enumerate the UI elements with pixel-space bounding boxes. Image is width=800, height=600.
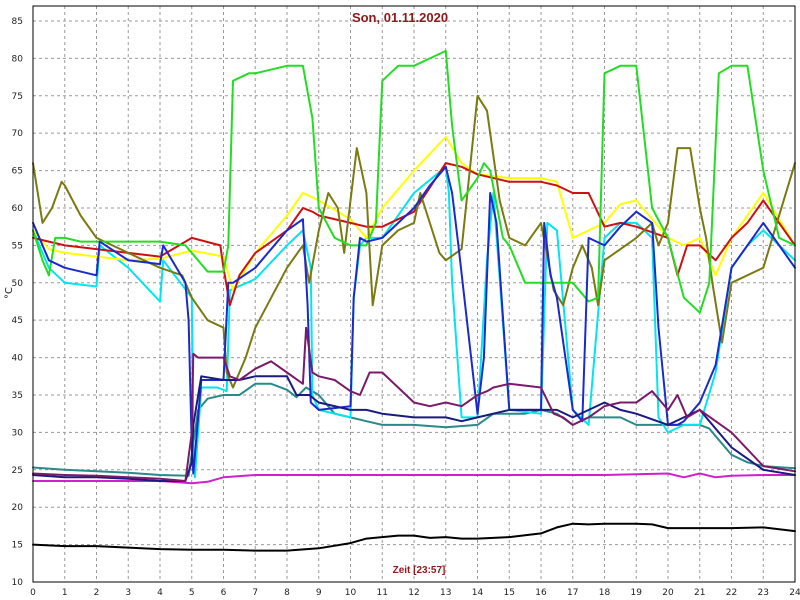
series-line-11 <box>32 326 796 482</box>
x-tick-label: 18 <box>599 588 611 598</box>
x-tick-label: 10 <box>345 588 357 598</box>
y-tick-label: 25 <box>12 466 23 476</box>
y-axis-label: °C <box>4 287 15 299</box>
x-tick-label: 20 <box>662 588 674 598</box>
series-line-6 <box>32 162 796 307</box>
y-tick-label: 85 <box>12 17 23 27</box>
y-tick-label: 65 <box>12 167 23 177</box>
y-tick-label: 60 <box>12 204 24 214</box>
x-tick-label: 7 <box>252 588 258 598</box>
x-tick-label: 1 <box>62 588 68 598</box>
x-tick-label: 19 <box>631 588 643 598</box>
x-tick-label: 14 <box>472 588 484 598</box>
x-tick-label: 0 <box>30 588 36 598</box>
series-line-10 <box>32 375 796 482</box>
y-tick-label: 30 <box>12 428 24 438</box>
y-tick-label: 15 <box>12 541 23 551</box>
grid <box>33 6 795 583</box>
y-tick-label: 45 <box>12 316 23 326</box>
x-tick-label: 21 <box>694 588 705 598</box>
x-tick-label: 9 <box>316 588 322 598</box>
y-tick-label: 80 <box>12 54 24 64</box>
x-axis-ticks: 0 1 2 3 4 5 6 7 8 9 10 11 12 13 14 15 16 17 18 19 20 21 22 23 24 <box>30 588 800 598</box>
y-tick-label: 20 <box>12 503 24 513</box>
y-tick-label: 70 <box>12 129 24 139</box>
y-tick-label: 40 <box>12 354 24 364</box>
x-tick-label: 24 <box>789 588 800 598</box>
series-line-9 <box>32 165 796 475</box>
x-tick-label: 11 <box>377 588 388 598</box>
series-line-1 <box>32 522 796 552</box>
x-tick-label: 4 <box>157 588 163 598</box>
y-tick-label: 50 <box>12 279 24 289</box>
plot-border <box>32 5 796 583</box>
x-tick-label: 8 <box>284 588 290 598</box>
chart-title: Son, 01.11.2020 <box>352 10 448 25</box>
y-axis-ticks: 10 15 20 25 30 35 40 45 50 55 60 65 70 75 80 85 <box>12 17 24 588</box>
x-tick-label: 16 <box>535 588 547 598</box>
x-tick-label: 23 <box>758 588 769 598</box>
series-line-5 <box>32 135 796 292</box>
x-tick-label: 2 <box>94 588 100 598</box>
y-tick-label: 75 <box>12 92 23 102</box>
x-tick-label: 6 <box>221 588 227 598</box>
x-tick-label: 12 <box>408 588 419 598</box>
y-tick-label: 55 <box>12 241 23 251</box>
x-tick-label: 17 <box>567 588 578 598</box>
y-tick-label: 35 <box>12 391 23 401</box>
x-tick-label: 15 <box>504 588 515 598</box>
x-tick-label: 13 <box>440 588 451 598</box>
x-tick-label: 22 <box>726 588 737 598</box>
x-axis-label: Zeit [23:57] <box>393 565 446 576</box>
x-tick-label: 5 <box>189 588 195 598</box>
series-line-8 <box>32 49 796 314</box>
x-tick-label: 3 <box>125 588 131 598</box>
y-tick-label: 10 <box>12 578 24 588</box>
series-group <box>32 49 796 552</box>
series-line-7 <box>32 94 796 389</box>
